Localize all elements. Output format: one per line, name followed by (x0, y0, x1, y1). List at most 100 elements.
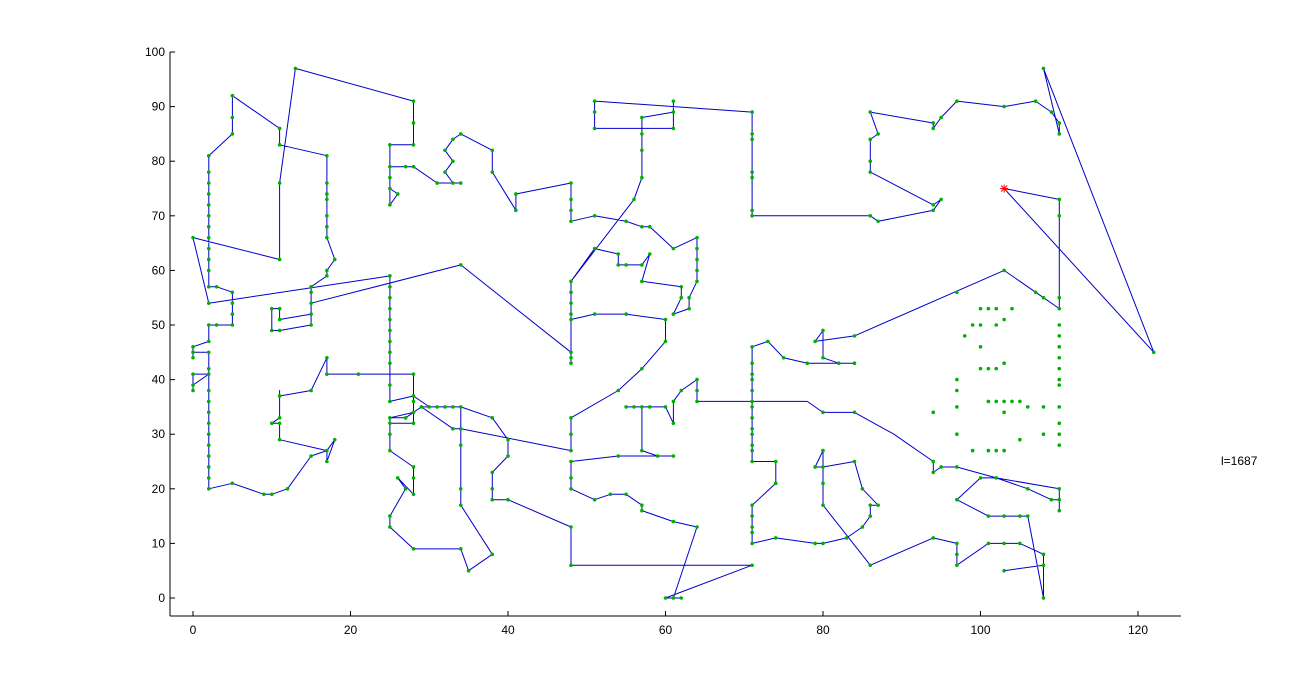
city-node (569, 181, 573, 185)
x-tick-label: 100 (970, 623, 990, 637)
city-node (490, 416, 495, 420)
city-node (435, 181, 439, 185)
city-node (750, 170, 754, 174)
city-node (277, 126, 282, 131)
city-node (750, 214, 754, 218)
city-node (750, 530, 754, 535)
city-node (640, 366, 644, 371)
city-node (868, 110, 873, 114)
city-node (655, 454, 660, 458)
city-node (695, 246, 699, 251)
city-node (931, 126, 936, 131)
city-node (1041, 432, 1046, 437)
city-node (931, 208, 936, 213)
city-node (411, 547, 416, 551)
city-node (978, 323, 983, 327)
city-node (325, 224, 329, 229)
city-node (325, 274, 329, 278)
city-node (206, 366, 211, 371)
city-node (388, 416, 392, 420)
city-node (206, 181, 211, 185)
city-node (1041, 66, 1046, 71)
city-node (750, 459, 754, 464)
city-node (640, 448, 644, 453)
city-node (852, 334, 857, 338)
city-node (490, 552, 495, 557)
city-node (1033, 290, 1038, 295)
city-node (191, 372, 195, 376)
city-node (443, 405, 447, 409)
city-node (939, 115, 943, 120)
city-node (750, 137, 754, 142)
city-node (206, 246, 211, 251)
city-node (868, 170, 873, 174)
city-node (325, 153, 329, 158)
city-node (569, 416, 573, 420)
city-node (868, 137, 873, 142)
city-node (1057, 377, 1062, 382)
y-tick-label: 40 (152, 373, 166, 387)
city-node (206, 235, 211, 240)
city-node (939, 197, 943, 202)
city-node (994, 306, 999, 311)
city-node (1057, 121, 1062, 125)
city-node (325, 214, 329, 218)
city-node (277, 181, 282, 185)
city-node (1002, 268, 1006, 273)
city-node (663, 339, 668, 344)
start-marker-d2 (1000, 185, 1008, 192)
city-node (411, 492, 416, 497)
axes (169, 52, 1181, 617)
city-node (592, 99, 597, 103)
city-node (750, 372, 754, 376)
city-node (663, 596, 668, 600)
city-node (978, 345, 983, 349)
city-node (451, 405, 455, 409)
city-node (506, 437, 510, 442)
city-node (852, 459, 857, 464)
city-node (206, 214, 211, 218)
city-node (671, 312, 676, 316)
city-node (962, 334, 967, 338)
city-node (230, 481, 235, 486)
city-node (458, 443, 463, 447)
y-tick-label: 10 (152, 536, 166, 550)
city-node (206, 284, 211, 289)
city-node (679, 284, 684, 289)
city-node (569, 208, 573, 213)
city-node (332, 437, 337, 442)
city-node (277, 306, 282, 311)
city-node (325, 355, 329, 360)
city-node (206, 192, 211, 196)
city-node (388, 339, 392, 344)
city-node (695, 235, 699, 240)
city-node (206, 421, 211, 426)
city-node (821, 541, 825, 546)
city-node (206, 443, 211, 447)
city-node (955, 388, 959, 393)
city-node (663, 405, 668, 409)
city-node (569, 525, 573, 529)
city-node (569, 350, 573, 355)
x-axis-ticks: 0 20 40 60 80 100 120 (190, 611, 1148, 637)
city-node (490, 470, 495, 475)
city-node (395, 192, 400, 196)
city-node (191, 345, 195, 349)
city-node (569, 459, 573, 464)
city-node (332, 257, 337, 262)
city-node (325, 235, 329, 240)
city-node (206, 323, 211, 327)
city-node (994, 366, 999, 371)
city-node (750, 448, 754, 453)
city-node (750, 399, 754, 404)
city-node (1041, 405, 1046, 409)
city-node (309, 312, 313, 316)
city-node (451, 181, 455, 185)
city-node (955, 99, 959, 103)
city-node (1057, 383, 1062, 387)
city-node (640, 115, 644, 120)
city-node (388, 306, 392, 311)
city-node (569, 563, 573, 568)
city-node (640, 503, 644, 507)
city-node (821, 355, 825, 360)
